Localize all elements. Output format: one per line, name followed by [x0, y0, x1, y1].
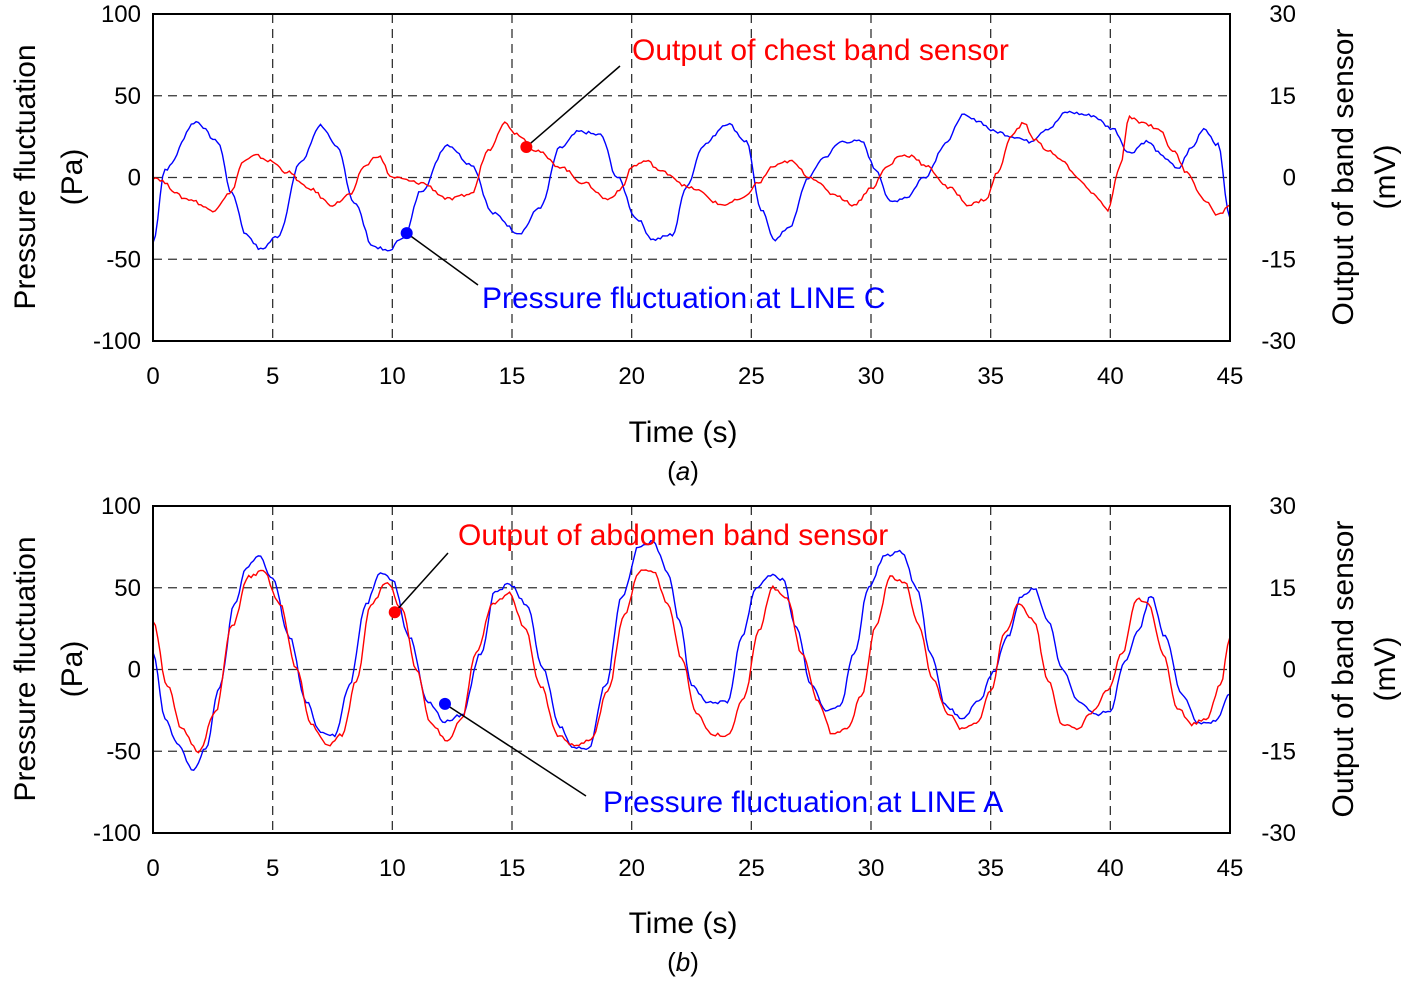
x-tick-label: 30 — [858, 855, 885, 882]
y-axis-label-left-line2: (Pa) — [56, 149, 89, 206]
y-tick-label-right: 0 — [1283, 165, 1296, 192]
y-tick-label-left: 100 — [101, 1, 141, 28]
y-tick-label-right: 15 — [1269, 83, 1296, 110]
y-tick-label-right: 0 — [1283, 657, 1296, 684]
y-tick-label-left: -50 — [106, 738, 141, 765]
x-tick-label: 15 — [499, 363, 526, 390]
y-tick-label-left: -100 — [93, 328, 141, 355]
y-tick-label-right: 30 — [1269, 493, 1296, 520]
series-line-pressure-fluctuation-at-line-c — [152, 110, 1231, 252]
annotation-marker — [438, 697, 451, 710]
x-tick-label: 35 — [977, 363, 1004, 390]
annotation-marker — [400, 227, 413, 240]
x-tick-label: 25 — [738, 363, 765, 390]
x-tick-label: 20 — [618, 855, 645, 882]
annotation-label: Pressure fluctuation at LINE C — [482, 282, 886, 315]
y-axis-label-left-line1: Pressure fluctuation — [9, 44, 42, 309]
annotation-leader-line — [406, 232, 479, 286]
y-axis-label-right-line1: Output of band sensor — [1327, 29, 1360, 326]
x-tick-label: 5 — [266, 855, 279, 882]
plot-frame — [152, 13, 1231, 342]
y-tick-label-right: -15 — [1261, 738, 1296, 765]
annotation-leader-line — [394, 552, 449, 613]
panel-caption-letter: a — [676, 456, 690, 486]
chart-panel-a: 0 5 10 15 20 25 30 35 40 45 -100 -50 0 50 100 -30 -15 0 15… — [9, 1, 1402, 486]
y-tick-label-left: 100 — [101, 493, 141, 520]
y-tick-label-left: -50 — [106, 246, 141, 273]
annotation-label: Output of chest band sensor — [632, 34, 1009, 67]
panel-caption-letter: b — [676, 947, 690, 977]
panel-caption: (a) — [667, 456, 699, 486]
x-tick-label: 25 — [738, 855, 765, 882]
y-axis-label-left-line1: Pressure fluctuation — [9, 536, 42, 801]
y-axis-label-right-line2: (mV) — [1369, 145, 1402, 210]
y-tick-label-left: 50 — [114, 83, 141, 110]
x-tick-label: 0 — [146, 363, 159, 390]
y-tick-label-left: 0 — [128, 657, 141, 684]
x-tick-label: 40 — [1097, 363, 1124, 390]
y-tick-label-right: -30 — [1261, 328, 1296, 355]
y-tick-label-right: 15 — [1269, 575, 1296, 602]
x-tick-label: 35 — [977, 855, 1004, 882]
series-line-pressure-fluctuation-at-line-a — [152, 540, 1231, 771]
x-tick-label: 5 — [266, 363, 279, 390]
y-axis-label-right-line1: Output of band sensor — [1327, 521, 1360, 818]
y-tick-label-left: -100 — [93, 820, 141, 847]
chart-panel-b: 0 5 10 15 20 25 30 35 40 45 -100 -50 0 50 100 -30 -15 0 15… — [9, 493, 1402, 977]
x-tick-label: 30 — [858, 363, 885, 390]
y-tick-label-right: -30 — [1261, 820, 1296, 847]
x-tick-label: 45 — [1217, 363, 1244, 390]
x-tick-label: 15 — [499, 855, 526, 882]
annotation-label: Pressure fluctuation at LINE A — [603, 786, 1003, 819]
y-tick-label-right: 30 — [1269, 1, 1296, 28]
x-axis-label: Time (s) — [629, 416, 738, 449]
annotation-label: Output of abdomen band sensor — [458, 519, 888, 552]
x-tick-label: 10 — [379, 855, 406, 882]
y-tick-label-left: 50 — [114, 575, 141, 602]
plot-frame — [152, 505, 1231, 834]
annotation-leader-line — [525, 65, 621, 148]
series-line-output-of-chest-band-sensor — [152, 114, 1231, 216]
y-axis-label-left-line2: (Pa) — [56, 641, 89, 698]
x-tick-label: 10 — [379, 363, 406, 390]
x-tick-label: 20 — [618, 363, 645, 390]
x-tick-label: 45 — [1217, 855, 1244, 882]
annotation-marker — [388, 606, 401, 619]
x-axis-label: Time (s) — [629, 907, 738, 940]
annotation-marker — [520, 140, 533, 153]
series-line-output-of-abdomen-band-sensor — [152, 569, 1231, 754]
x-tick-label: 40 — [1097, 855, 1124, 882]
y-tick-label-left: 0 — [128, 165, 141, 192]
y-axis-label-right-line2: (mV) — [1369, 637, 1402, 702]
y-tick-label-right: -15 — [1261, 246, 1296, 273]
annotation-leader-line — [444, 703, 587, 797]
panel-caption: (b) — [667, 947, 699, 977]
x-tick-label: 0 — [146, 855, 159, 882]
